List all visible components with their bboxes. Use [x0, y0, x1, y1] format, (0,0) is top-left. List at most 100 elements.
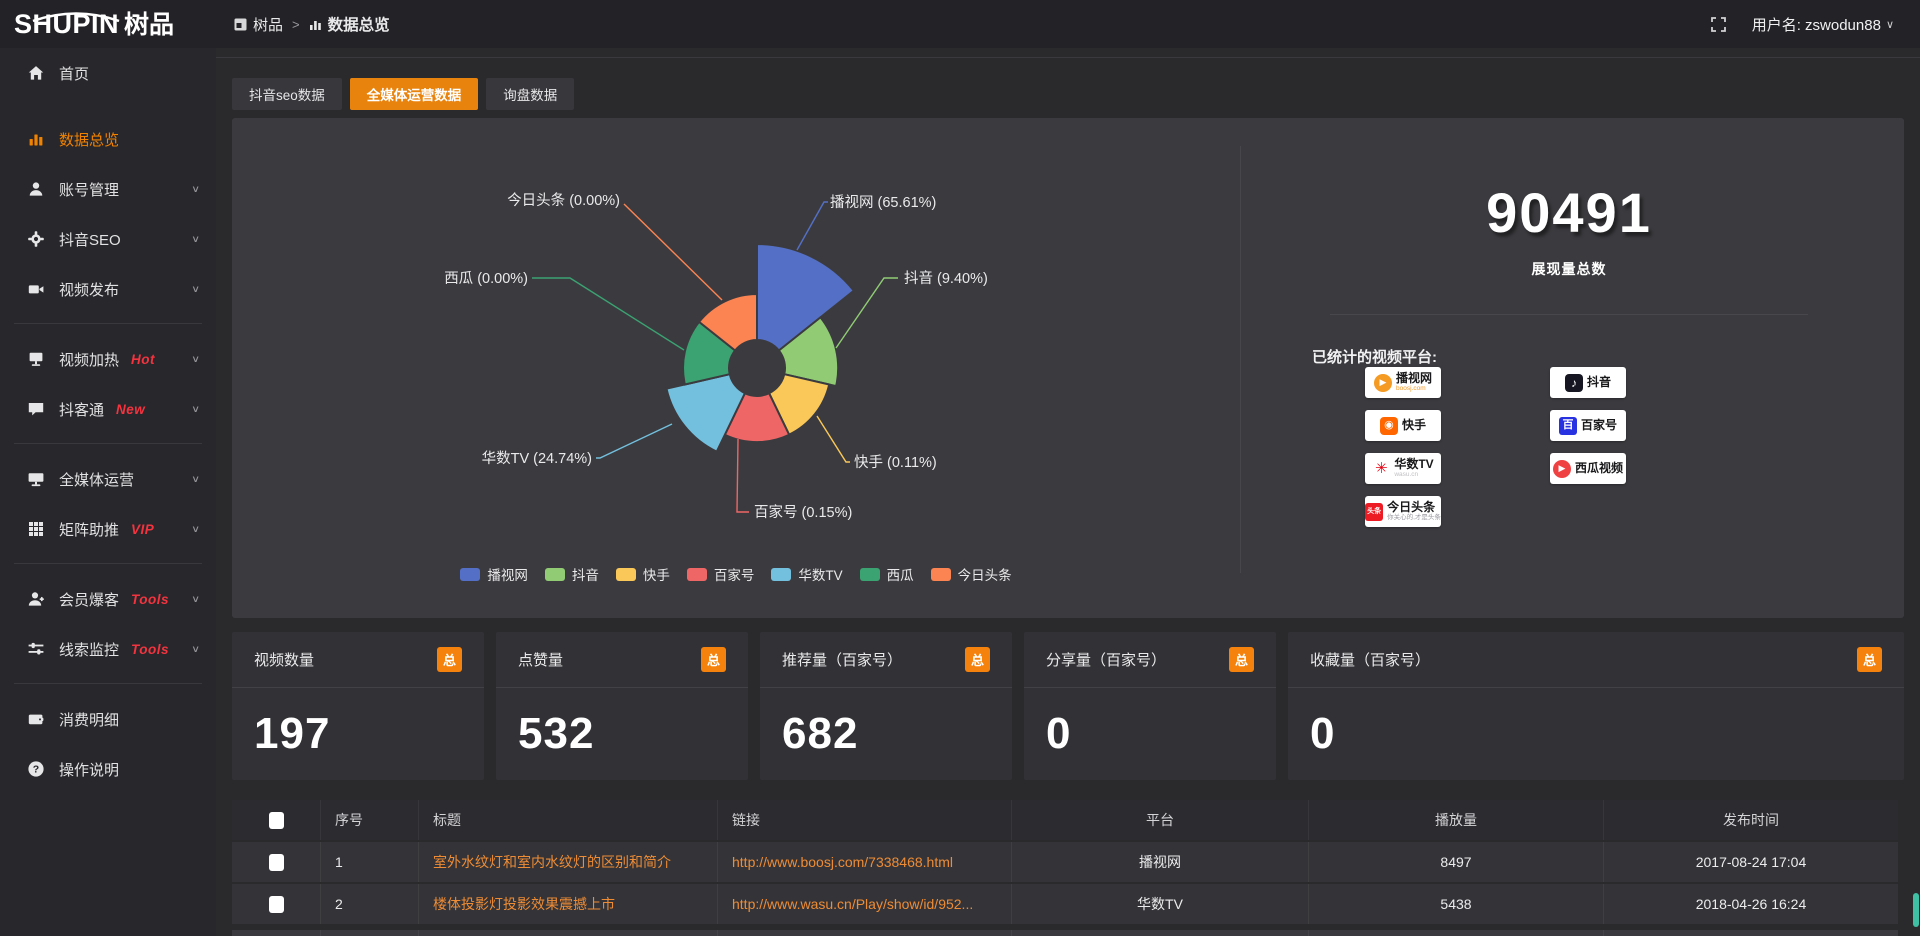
breadcrumb-item-current[interactable]: 数据总览 — [309, 13, 390, 35]
stat-card-value: 532 — [518, 709, 595, 758]
pie-slice-5[interactable] — [682, 320, 737, 386]
pie-label-6: 今日头条 (0.00%) — [507, 192, 620, 209]
breadcrumb-item-home[interactable]: 树品 — [234, 14, 283, 35]
legend-swatch — [859, 567, 880, 581]
gear-icon — [26, 230, 46, 248]
stat-card-3: 分享量（百家号） 总 0 — [1024, 632, 1276, 780]
sidebar-item-label: 视频发布 — [59, 281, 120, 299]
platform-cell: 播视网 — [1139, 854, 1181, 870]
sidebar-item-4[interactable]: 视频发布 ∨ — [0, 264, 216, 314]
sidebar-item-7[interactable]: 全媒体运营 ∨ — [0, 454, 216, 504]
grid-icon — [26, 520, 46, 538]
chart-panel: 播视网 (65.61%) 抖音 (9.40%) 快手 (0.11%) 百家号 (0.1… — [232, 118, 1904, 618]
pie-label-line-4 — [596, 423, 673, 459]
platform-name: 快手 — [1401, 417, 1426, 432]
video-title-link[interactable]: 楼体投影灯投影效果震撼上市 — [433, 896, 615, 912]
pie-slice-2[interactable] — [767, 373, 831, 437]
stat-card-title: 点赞量 — [518, 652, 564, 669]
app-logo[interactable]: SHUPIN 树品 — [0, 10, 216, 38]
pie-label-1: 抖音 (9.40%) — [904, 270, 988, 287]
bar-chart-icon — [26, 130, 46, 148]
column-header: 播放量 — [1435, 812, 1477, 828]
stat-cards-row: 视频数量 总 197 点赞量 总 532 推荐量（百家号） 总 682 分享量（… — [232, 632, 1904, 780]
plays-cell: 5438 — [1440, 896, 1472, 912]
platform-name: 西瓜视频 — [1574, 460, 1623, 475]
sidebar-item-label: 操作说明 — [59, 761, 120, 779]
sidebar-item-5[interactable]: 视频加热 Hot ∨ — [0, 334, 216, 384]
total-badge: 总 — [1856, 647, 1882, 672]
sidebar-item-9[interactable]: 会员爆客 Tools ∨ — [0, 574, 216, 624]
sidebar-item-label: 数据总览 — [59, 131, 120, 149]
sidebar-item-10[interactable]: 线索监控 Tools ∨ — [0, 624, 216, 674]
sidebar-item-2[interactable]: 账号管理 ∨ — [0, 164, 216, 214]
chevron-down-icon: ∨ — [191, 523, 200, 535]
question-icon: ? — [26, 760, 46, 778]
fullscreen-icon[interactable] — [1710, 16, 1726, 32]
tab-1[interactable]: 全媒体运营数据 — [349, 78, 479, 110]
platform-name: 抖音 — [1586, 374, 1611, 389]
sidebar-item-6[interactable]: 抖客通 New ∨ — [0, 384, 216, 434]
pie-label-line-0 — [796, 201, 828, 251]
pie-slice-1[interactable] — [777, 315, 840, 388]
user-icon — [26, 180, 46, 198]
user-menu[interactable]: 用户名: zswodun88 ∨ — [1752, 14, 1894, 35]
legend-label: 华数TV — [798, 568, 843, 583]
video-url-link[interactable]: http://www.boosj.com/7338468.html — [732, 854, 954, 870]
platform-subtext: boosj.com — [1395, 385, 1426, 393]
video-title-link[interactable]: 室外水纹灯和室内水纹灯的区别和简介 — [433, 854, 671, 870]
legend-item-4[interactable]: 华数TV — [771, 564, 843, 584]
legend-item-6[interactable]: 今日头条 — [930, 564, 1012, 584]
topbar: SHUPIN 树品 树品 > 数据总览 用户名: zswodun88 ∨ — [0, 0, 1920, 48]
baijiahao-icon: 百 — [1558, 416, 1577, 435]
row-checkbox[interactable] — [268, 895, 284, 913]
legend-item-0[interactable]: 播视网 — [460, 564, 528, 584]
sidebar-divider — [14, 443, 202, 444]
legend-swatch — [930, 567, 951, 581]
legend-swatch — [544, 567, 565, 581]
chevron-down-icon: ∨ — [191, 593, 200, 605]
select-all-checkbox[interactable] — [268, 811, 284, 829]
platforms-title: 已统计的视频平台: — [1312, 349, 1437, 366]
sidebar-item-label: 抖音SEO — [59, 231, 121, 249]
sidebar-divider — [14, 323, 202, 324]
total-badge: 总 — [700, 647, 726, 672]
legend-item-1[interactable]: 抖音 — [544, 564, 599, 584]
platform-badge-5: ▶ 西瓜视频 — [1550, 453, 1626, 484]
mini-bar-chart-icon — [309, 20, 321, 30]
sidebar-item-12[interactable]: ? 操作说明 — [0, 744, 216, 794]
sidebar-item-0[interactable]: 首页 — [0, 48, 216, 98]
pie-label-5: 西瓜 (0.00%) — [444, 271, 528, 287]
monitor-icon — [26, 470, 46, 488]
logo-arc — [32, 11, 120, 22]
legend-item-3[interactable]: 百家号 — [686, 564, 754, 584]
row-checkbox[interactable] — [268, 853, 284, 871]
total-impressions-label: 展现量总数 — [1531, 261, 1607, 277]
platform-name: 今日头条 — [1387, 500, 1436, 514]
scrollbar-thumb[interactable] — [1913, 893, 1919, 927]
sidebar-item-badge: Tools — [131, 591, 170, 607]
sidebar-item-1[interactable]: 数据总览 — [0, 114, 216, 164]
pie-slice-0[interactable] — [756, 242, 856, 352]
pie-slice-6[interactable] — [697, 292, 758, 352]
chevron-down-icon: ∨ — [191, 353, 200, 365]
sidebar-item-badge: Hot — [131, 351, 156, 367]
video-url-link[interactable]: http://www.wasu.cn/Play/show/id/952... — [732, 896, 974, 912]
tab-label: 全媒体运营数据 — [366, 88, 462, 103]
video-camera-icon — [26, 280, 46, 298]
sidebar-item-8[interactable]: 矩阵助推 VIP ∨ — [0, 504, 216, 554]
sidebar-item-label: 视频加热 — [59, 351, 120, 369]
stat-card-value: 197 — [254, 709, 331, 758]
sidebar-item-3[interactable]: 抖音SEO ∨ — [0, 214, 216, 264]
pie-slice-4[interactable] — [665, 373, 747, 454]
tab-0[interactable]: 抖音seo数据 — [232, 78, 342, 110]
legend-item-2[interactable]: 快手 — [615, 564, 670, 584]
tab-2[interactable]: 询盘数据 — [486, 78, 575, 110]
pie-label-0: 播视网 (65.61%) — [830, 194, 936, 211]
pie-slice-3[interactable] — [723, 391, 791, 444]
chevron-down-icon: ∨ — [191, 283, 200, 295]
sidebar-item-11[interactable]: 消费明细 — [0, 694, 216, 744]
pie-label-4: 华数TV (24.74%) — [482, 450, 592, 467]
column-header: 平台 — [1146, 812, 1174, 828]
legend-item-5[interactable]: 西瓜 — [859, 564, 914, 584]
sidebar-item-label: 抖客通 — [59, 401, 105, 419]
